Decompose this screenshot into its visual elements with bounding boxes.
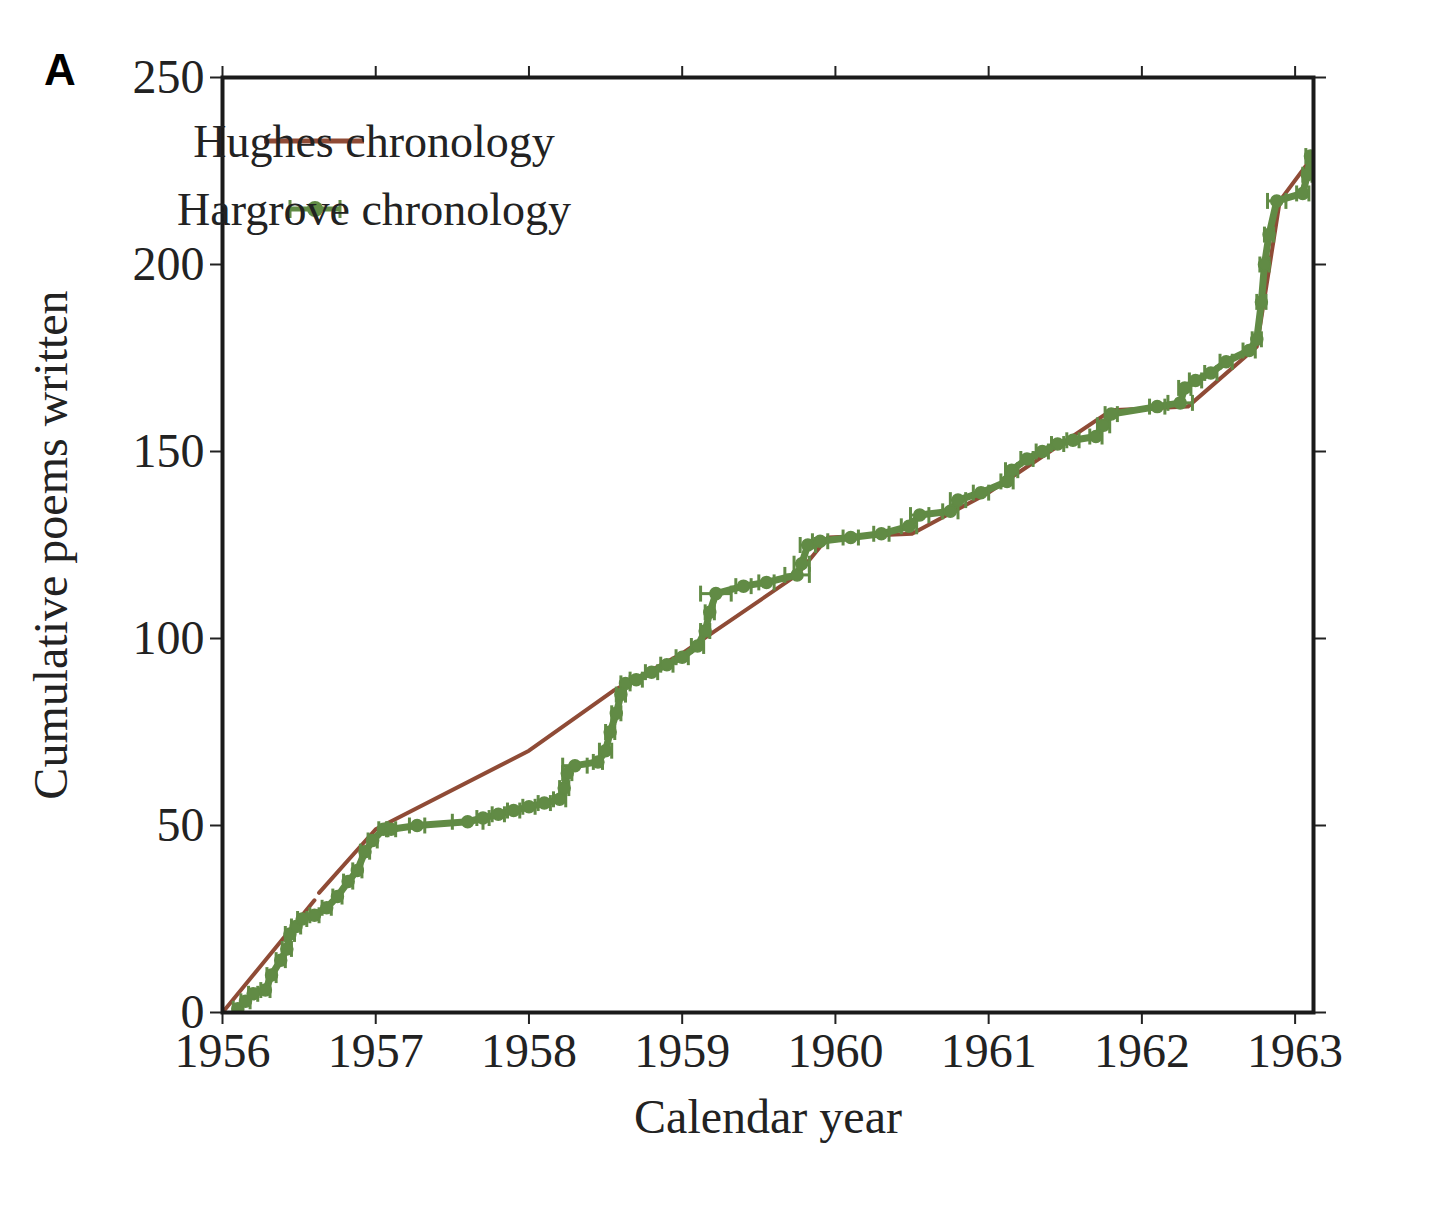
svg-text:250: 250 [133,50,205,103]
svg-text:200: 200 [133,237,205,290]
svg-text:1962: 1962 [1094,1024,1190,1077]
svg-text:1957: 1957 [328,1024,424,1077]
svg-text:150: 150 [133,424,205,477]
svg-text:Hughes chronology: Hughes chronology [193,116,555,167]
svg-text:Calendar year: Calendar year [634,1090,902,1143]
svg-text:1960: 1960 [787,1024,883,1077]
svg-text:1956: 1956 [174,1023,271,1077]
svg-text:100: 100 [133,611,205,664]
svg-text:50: 50 [157,798,205,851]
svg-text:Hargrove chronology: Hargrove chronology [177,184,571,235]
svg-text:0: 0 [181,985,205,1038]
svg-text:1963: 1963 [1247,1024,1343,1077]
svg-text:1958: 1958 [481,1024,577,1077]
svg-text:1961: 1961 [941,1024,1037,1077]
svg-text:Cumulative poems written: Cumulative poems written [24,290,77,799]
svg-text:1959: 1959 [634,1024,730,1077]
html-text:A: A [44,45,76,94]
